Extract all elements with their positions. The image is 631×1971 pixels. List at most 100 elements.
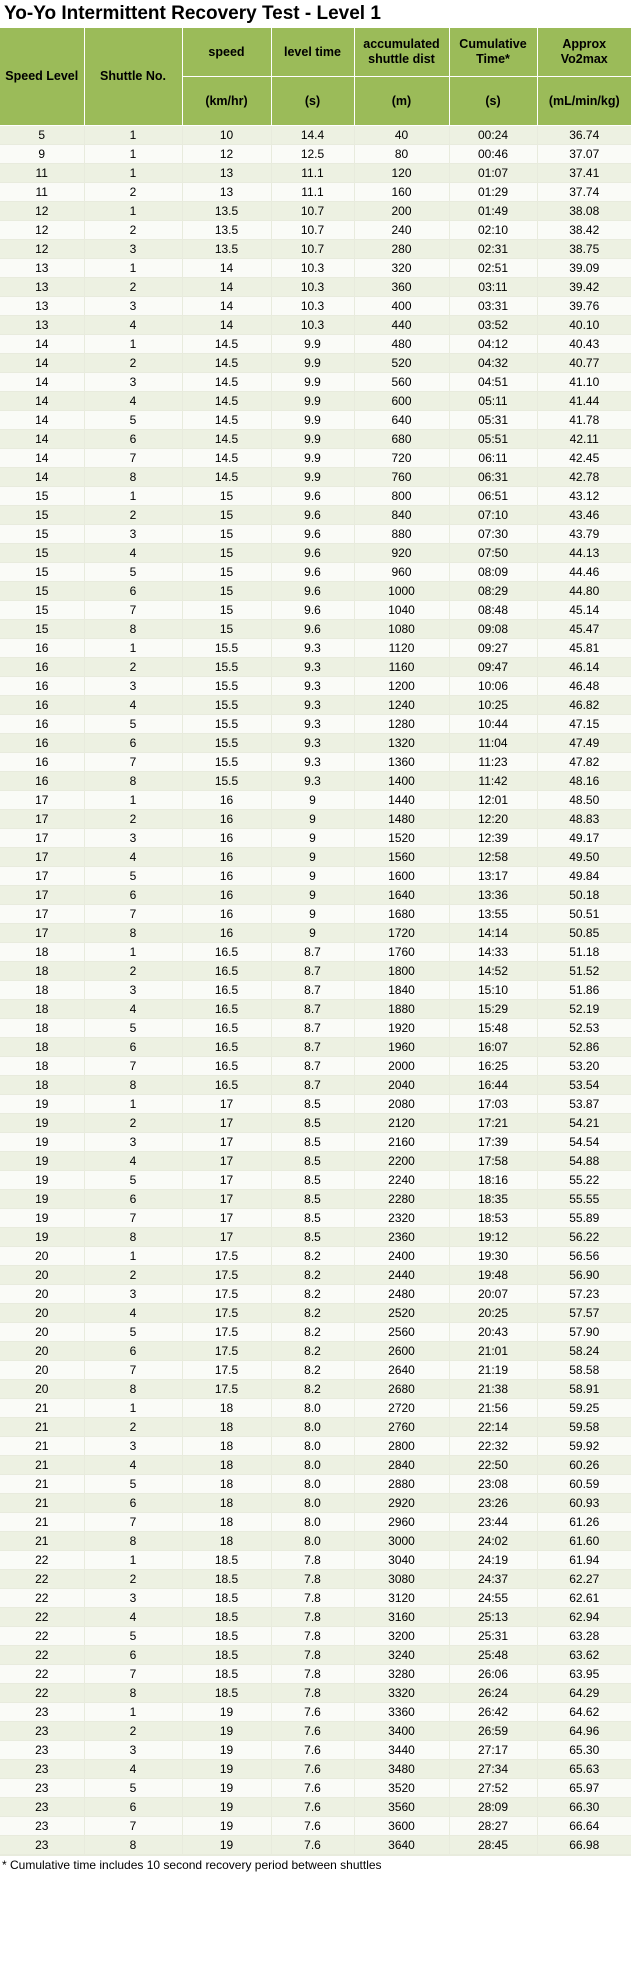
cell-speed: 15.5 [182,733,272,753]
cell-accumulated-dist: 2200 [354,1151,450,1171]
cell-level-time: 9.3 [271,771,355,791]
cell-accumulated-dist: 760 [354,467,450,487]
table-row: 14 3 14.5 9.9 560 04:51 41.10 [0,372,631,392]
cell-shuttle-no: 8 [84,771,183,791]
cell-vo2max: 61.60 [537,1531,631,1551]
cell-cumulative-time: 04:12 [449,334,538,354]
cell-level-time: 7.8 [271,1588,355,1608]
cell-level-time: 7.6 [271,1778,355,1798]
cell-vo2max: 59.25 [537,1398,631,1418]
table-row: 19 2 17 8.5 2120 17:21 54.21 [0,1113,631,1133]
cell-speed-level: 16 [0,638,85,658]
cell-accumulated-dist: 3360 [354,1702,450,1722]
cell-accumulated-dist: 1680 [354,904,450,924]
cell-speed: 17.5 [182,1379,272,1399]
cell-cumulative-time: 21:56 [449,1398,538,1418]
cell-cumulative-time: 11:42 [449,771,538,791]
cell-speed: 15 [182,600,272,620]
cell-vo2max: 64.96 [537,1721,631,1741]
cell-vo2max: 58.91 [537,1379,631,1399]
cell-speed: 19 [182,1778,272,1798]
cell-level-time: 9.9 [271,429,355,449]
cell-speed-level: 14 [0,353,85,373]
table-row: 12 1 13.5 10.7 200 01:49 38.08 [0,201,631,221]
cell-speed-level: 21 [0,1474,85,1494]
cell-shuttle-no: 2 [84,657,183,677]
cell-cumulative-time: 21:19 [449,1360,538,1380]
cell-cumulative-time: 20:25 [449,1303,538,1323]
cell-vo2max: 37.74 [537,182,631,202]
cell-accumulated-dist: 3640 [354,1835,450,1855]
cell-level-time: 9.6 [271,524,355,544]
cell-accumulated-dist: 2280 [354,1189,450,1209]
cell-cumulative-time: 10:44 [449,714,538,734]
header-row-units: (km/hr) (s) (m) (s) (mL/min/kg) [0,76,631,126]
cell-cumulative-time: 20:07 [449,1284,538,1304]
cell-vo2max: 38.75 [537,239,631,259]
cell-level-time: 7.8 [271,1664,355,1684]
cell-shuttle-no: 1 [84,1702,183,1722]
cell-vo2max: 66.98 [537,1835,631,1855]
cell-vo2max: 52.53 [537,1018,631,1038]
cell-level-time: 9.9 [271,334,355,354]
cell-vo2max: 44.80 [537,581,631,601]
cell-vo2max: 45.14 [537,600,631,620]
cell-speed-level: 17 [0,790,85,810]
header-speed: speed [182,28,272,77]
cell-cumulative-time: 22:32 [449,1436,538,1456]
cell-speed: 15 [182,543,272,563]
table-row: 22 2 18.5 7.8 3080 24:37 62.27 [0,1569,631,1589]
cell-speed: 19 [182,1797,272,1817]
cell-cumulative-time: 23:08 [449,1474,538,1494]
cell-level-time: 7.6 [271,1835,355,1855]
cell-vo2max: 65.30 [537,1740,631,1760]
cell-cumulative-time: 03:31 [449,296,538,316]
cell-accumulated-dist: 1040 [354,600,450,620]
cell-accumulated-dist: 3240 [354,1645,450,1665]
cell-accumulated-dist: 3480 [354,1759,450,1779]
cell-cumulative-time: 00:24 [449,125,538,145]
table-row: 21 5 18 8.0 2880 23:08 60.59 [0,1474,631,1494]
cell-shuttle-no: 1 [84,334,183,354]
cell-shuttle-no: 7 [84,1360,183,1380]
table-row: 16 6 15.5 9.3 1320 11:04 47.49 [0,733,631,753]
cell-speed-level: 23 [0,1759,85,1779]
cell-speed-level: 15 [0,524,85,544]
cell-speed: 13.5 [182,220,272,240]
cell-vo2max: 43.12 [537,486,631,506]
cell-shuttle-no: 5 [84,562,183,582]
cell-cumulative-time: 02:31 [449,239,538,259]
cell-cumulative-time: 11:23 [449,752,538,772]
cell-accumulated-dist: 1360 [354,752,450,772]
cell-shuttle-no: 2 [84,182,183,202]
cell-level-time: 10.7 [271,239,355,259]
cell-speed-level: 22 [0,1645,85,1665]
cell-speed-level: 20 [0,1284,85,1304]
cell-level-time: 9.6 [271,581,355,601]
cell-level-time: 9 [271,828,355,848]
cell-speed-level: 20 [0,1265,85,1285]
cell-speed-level: 16 [0,752,85,772]
table-row: 22 6 18.5 7.8 3240 25:48 63.62 [0,1645,631,1665]
cell-shuttle-no: 5 [84,1626,183,1646]
cell-cumulative-time: 17:03 [449,1094,538,1114]
cell-speed-level: 21 [0,1531,85,1551]
cell-accumulated-dist: 2400 [354,1246,450,1266]
cell-accumulated-dist: 440 [354,315,450,335]
cell-level-time: 9.6 [271,543,355,563]
unit-speed: (km/hr) [182,76,272,126]
cell-level-time: 9.9 [271,410,355,430]
cell-level-time: 14.4 [271,125,355,145]
cell-accumulated-dist: 1760 [354,942,450,962]
cell-vo2max: 53.20 [537,1056,631,1076]
cell-speed: 19 [182,1816,272,1836]
cell-shuttle-no: 6 [84,885,183,905]
cell-speed-level: 5 [0,125,85,145]
cell-shuttle-no: 1 [84,1550,183,1570]
cell-accumulated-dist: 400 [354,296,450,316]
cell-speed: 18 [182,1398,272,1418]
cell-speed-level: 9 [0,144,85,164]
cell-cumulative-time: 16:07 [449,1037,538,1057]
cell-accumulated-dist: 3400 [354,1721,450,1741]
cell-cumulative-time: 22:14 [449,1417,538,1437]
